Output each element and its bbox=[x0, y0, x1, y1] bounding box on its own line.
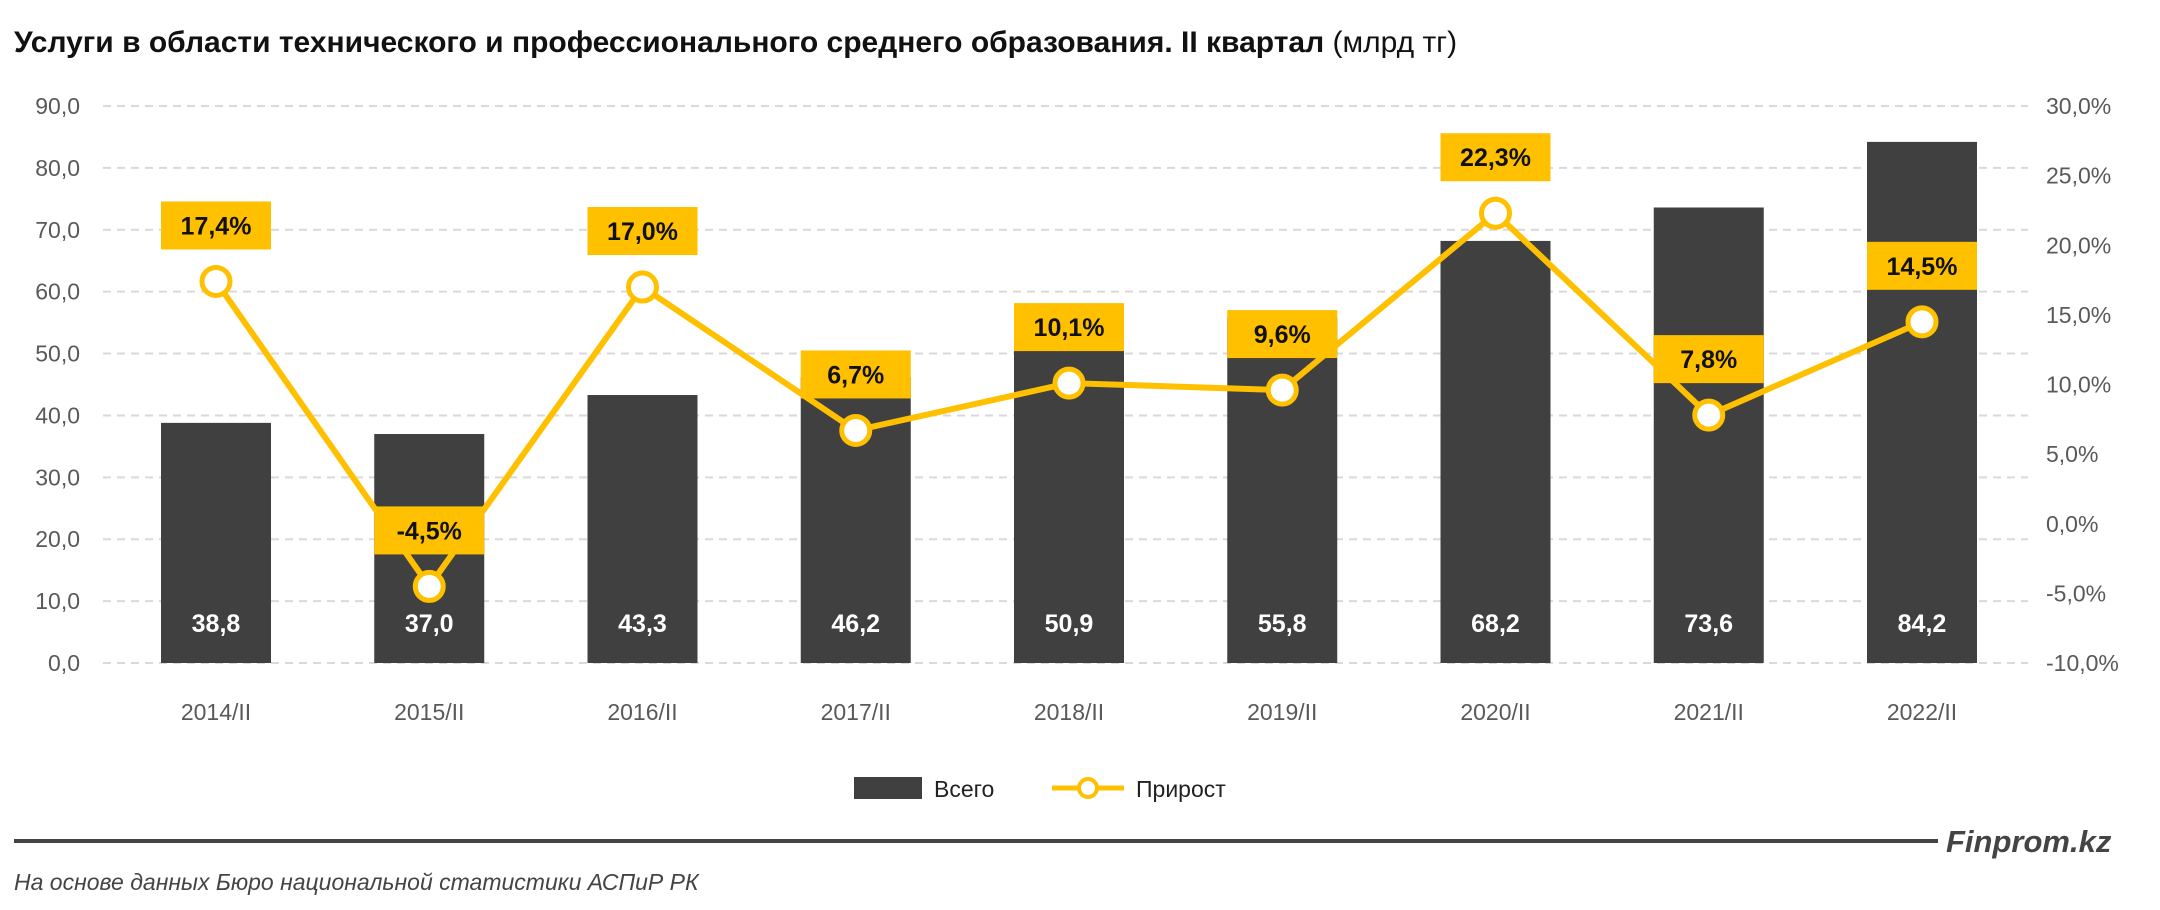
growth-label-box bbox=[587, 207, 698, 256]
left-tick-label: 30,0 bbox=[35, 464, 80, 490]
x-tick-label: 2015/II bbox=[394, 699, 464, 725]
bar-value-label: 73,6 bbox=[1684, 610, 1733, 638]
growth-value-label: -4,5% bbox=[397, 517, 462, 545]
growth-label-box bbox=[1014, 303, 1124, 352]
bar bbox=[587, 395, 698, 663]
right-tick-label: 10,0% bbox=[2046, 372, 2111, 398]
left-tick-label: 80,0 bbox=[35, 155, 80, 181]
right-tick-label: 30,0% bbox=[2046, 93, 2111, 119]
bar-value-label: 43,3 bbox=[618, 610, 667, 638]
growth-marker bbox=[1052, 366, 1086, 400]
right-tick-label: 20,0% bbox=[2046, 232, 2111, 258]
x-tick-label: 2014/II bbox=[181, 699, 251, 725]
growth-label-box bbox=[1653, 335, 1764, 384]
x-tick-label: 2017/II bbox=[821, 699, 891, 725]
growth-label-box bbox=[1227, 310, 1338, 359]
growth-marker bbox=[1692, 398, 1726, 432]
growth-value-label: 22,3% bbox=[1460, 144, 1531, 172]
right-tick-label: 5,0% bbox=[2046, 441, 2098, 467]
left-tick-label: 40,0 bbox=[35, 402, 80, 428]
left-tick-label: 20,0 bbox=[35, 526, 80, 552]
bar-value-label: 50,9 bbox=[1045, 610, 1094, 638]
growth-marker bbox=[199, 264, 233, 298]
right-tick-label: -5,0% bbox=[2046, 580, 2106, 606]
left-tick-label: 0,0 bbox=[48, 650, 80, 676]
growth-marker bbox=[1905, 305, 1939, 339]
x-tick-label: 2020/II bbox=[1460, 699, 1530, 725]
growth-label-box bbox=[374, 506, 485, 555]
growth-value-label: 17,4% bbox=[181, 212, 252, 240]
legend: Всего Прирост bbox=[854, 776, 1226, 802]
legend-swatch-bar bbox=[854, 777, 922, 799]
bar bbox=[161, 422, 271, 663]
chart-title: Услуги в области технического и професси… bbox=[14, 26, 1457, 59]
growth-value-label: 17,0% bbox=[607, 218, 678, 246]
growth-label-box bbox=[1440, 133, 1551, 182]
bar-value-label: 46,2 bbox=[831, 610, 880, 638]
x-tick-label: 2022/II bbox=[1887, 699, 1957, 725]
right-tick-label: 0,0% bbox=[2046, 511, 2098, 537]
bar bbox=[1653, 207, 1764, 663]
growth-value-label: 9,6% bbox=[1254, 321, 1311, 349]
growth-label-box bbox=[1867, 241, 1977, 290]
legend-label-growth: Прирост bbox=[1136, 776, 1226, 802]
legend-label-total: Всего bbox=[934, 776, 994, 802]
x-tick-label: 2018/II bbox=[1034, 699, 1104, 725]
bar-value-label: 84,2 bbox=[1898, 610, 1947, 638]
left-tick-label: 70,0 bbox=[35, 217, 80, 243]
left-tick-label: 90,0 bbox=[35, 93, 80, 119]
growth-label-box bbox=[800, 350, 911, 399]
left-tick-label: 10,0 bbox=[35, 588, 80, 614]
bar-value-label: 55,8 bbox=[1258, 610, 1307, 638]
bar-value-label: 38,8 bbox=[192, 610, 241, 638]
right-tick-label: 15,0% bbox=[2046, 302, 2111, 328]
x-tick-label: 2021/II bbox=[1674, 699, 1744, 725]
brand-logo: Finprom.kz bbox=[1946, 824, 2112, 859]
growth-marker bbox=[1479, 196, 1512, 230]
bar bbox=[1867, 141, 1977, 663]
growth-marker bbox=[412, 569, 446, 603]
left-tick-label: 60,0 bbox=[35, 279, 80, 305]
left-tick-label: 50,0 bbox=[35, 341, 80, 367]
growth-value-label: 6,7% bbox=[827, 361, 884, 389]
growth-label-box bbox=[161, 201, 271, 250]
growth-value-label: 14,5% bbox=[1887, 253, 1958, 281]
bar-value-label: 37,0 bbox=[405, 610, 454, 638]
growth-value-label: 10,1% bbox=[1034, 314, 1105, 342]
growth-value-label: 7,8% bbox=[1680, 346, 1737, 374]
growth-marker bbox=[839, 413, 873, 447]
right-tick-label: 25,0% bbox=[2046, 163, 2111, 189]
chart-unit: (млрд тг) bbox=[1332, 26, 1457, 59]
growth-marker bbox=[1265, 373, 1299, 407]
growth-marker bbox=[626, 270, 659, 304]
bar-value-label: 68,2 bbox=[1471, 610, 1520, 638]
legend-marker bbox=[1077, 777, 1099, 799]
bar bbox=[1014, 347, 1124, 663]
source-note: На основе данных Бюро национальной стати… bbox=[14, 869, 700, 895]
right-tick-label: -10,0% bbox=[2046, 650, 2119, 676]
x-tick-label: 2019/II bbox=[1247, 699, 1317, 725]
bar bbox=[1440, 240, 1551, 663]
x-tick-label: 2016/II bbox=[607, 699, 677, 725]
